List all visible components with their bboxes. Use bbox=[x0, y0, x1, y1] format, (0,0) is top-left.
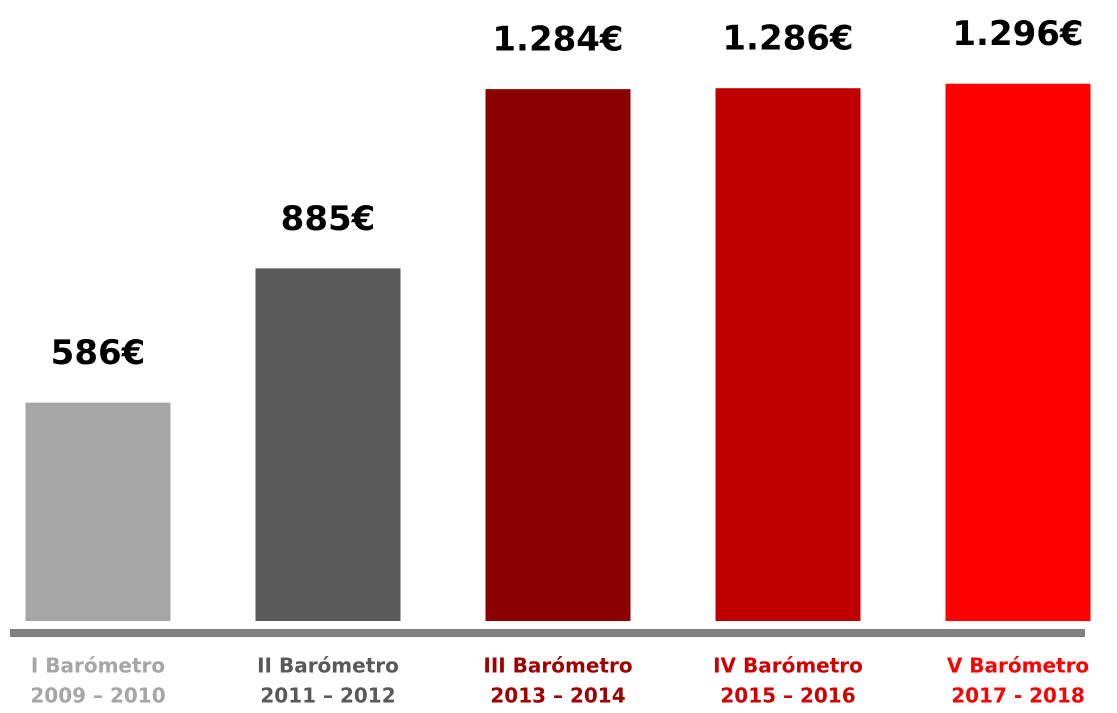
x-tick-label: III Barómetro bbox=[483, 654, 632, 678]
value-label: 1.284€ bbox=[492, 20, 623, 60]
x-tick-label: 2013 – 2014 bbox=[490, 684, 625, 708]
x-tick-label: II Barómetro bbox=[257, 654, 399, 678]
x-tick-label: V Barómetro bbox=[947, 654, 1089, 678]
value-label: 586€ bbox=[51, 333, 146, 373]
x-tick-label: IV Barómetro bbox=[713, 654, 863, 678]
bar bbox=[255, 268, 401, 621]
bar bbox=[485, 89, 631, 621]
axis-line bbox=[10, 629, 1085, 637]
x-tick-label: 2015 – 2016 bbox=[720, 684, 855, 708]
x-tick-label: 2009 – 2010 bbox=[30, 684, 165, 708]
bar bbox=[25, 402, 171, 621]
value-label: 1.296€ bbox=[952, 14, 1083, 54]
bar bbox=[945, 83, 1091, 622]
x-tick-label: 2017 - 2018 bbox=[951, 684, 1085, 708]
x-tick-label: 2011 – 2012 bbox=[260, 684, 395, 708]
value-label: 1.286€ bbox=[722, 19, 853, 59]
x-tick-label: I Barómetro bbox=[31, 654, 165, 678]
value-label: 885€ bbox=[281, 199, 376, 239]
bar bbox=[715, 88, 861, 622]
